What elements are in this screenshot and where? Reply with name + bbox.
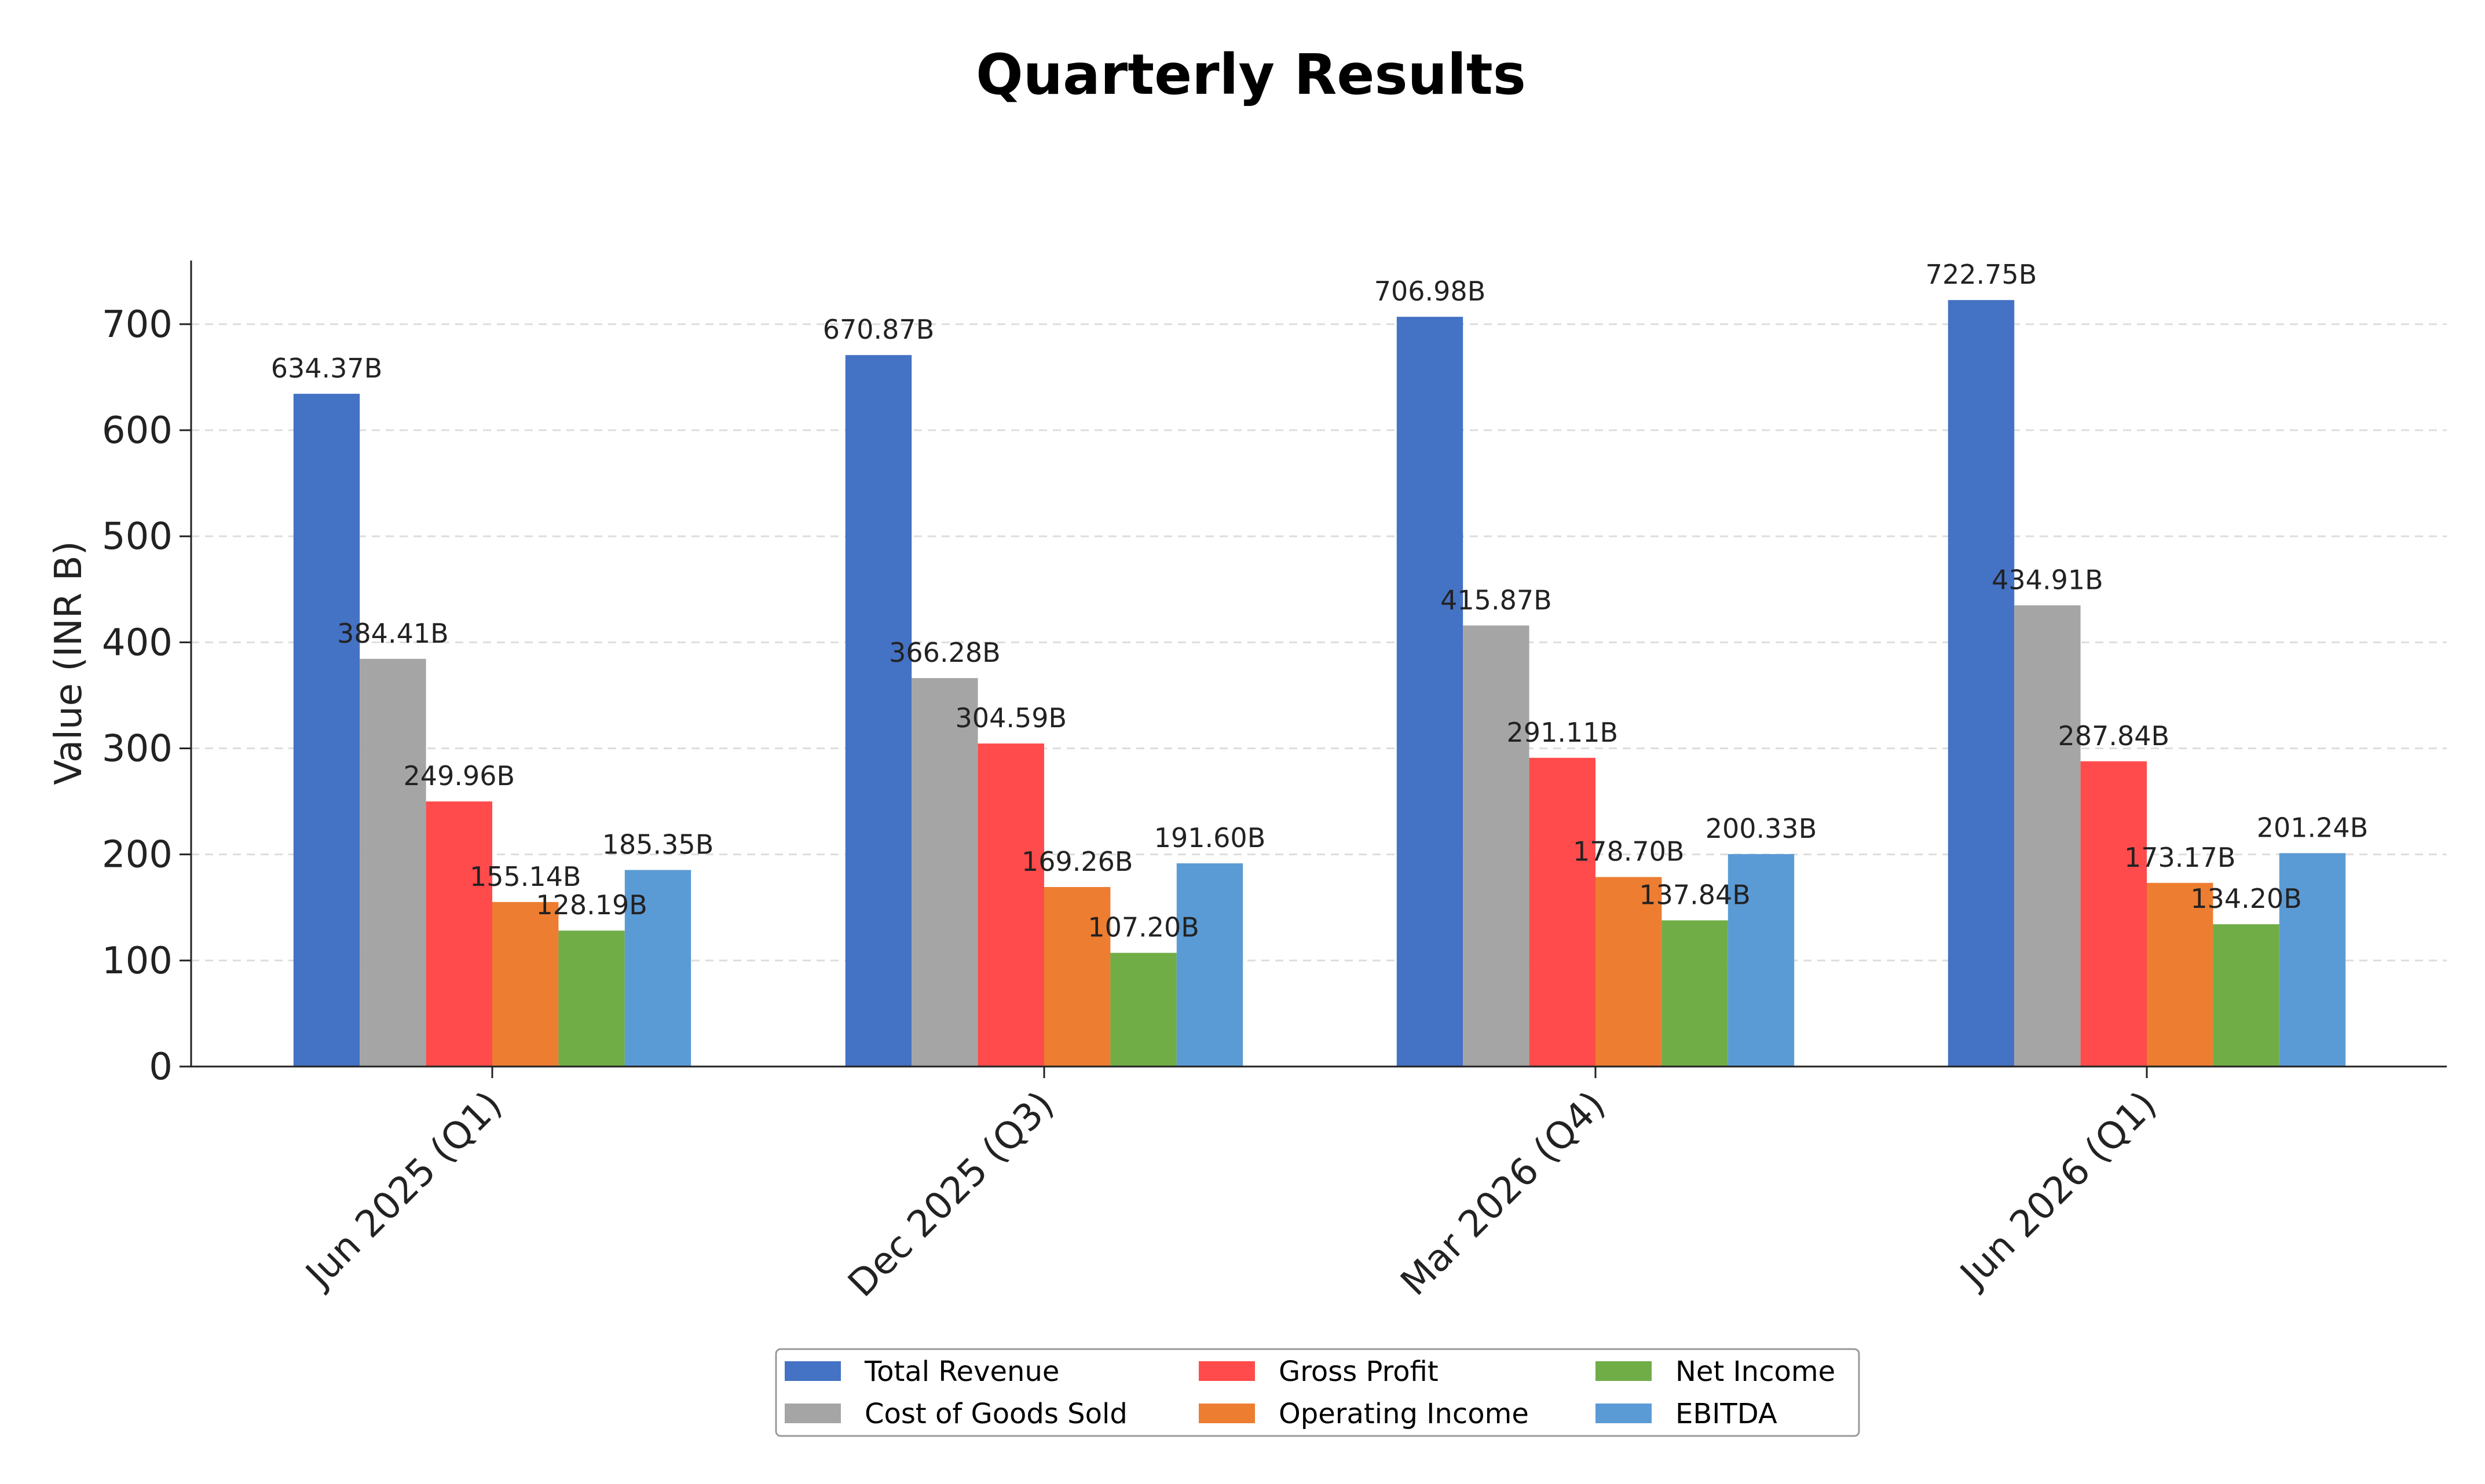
bar bbox=[2147, 882, 2213, 1067]
legend-label: Cost of Goods Sold bbox=[865, 1398, 1128, 1430]
x-tick-label: Jun 2026 (Q1) bbox=[1951, 1083, 2165, 1298]
x-tick-label: Jun 2025 (Q1) bbox=[297, 1083, 511, 1298]
bar bbox=[845, 355, 912, 1067]
data-label: 287.84B bbox=[2058, 720, 2170, 752]
bar bbox=[1463, 625, 1529, 1067]
y-axis-label: Value (INR B) bbox=[47, 541, 90, 785]
bars bbox=[293, 300, 2346, 1067]
data-label: 201.24B bbox=[2257, 812, 2369, 843]
x-tick-label: Mar 2026 (Q4) bbox=[1393, 1083, 1613, 1304]
legend-swatch bbox=[785, 1404, 841, 1423]
bar bbox=[492, 902, 559, 1067]
data-labels: 634.37B 670.87B 706.98B 722.75B 384.41B 366.2… bbox=[271, 259, 2369, 943]
y-tick-label: 400 bbox=[102, 621, 173, 664]
x-tick-label: Dec 2025 (Q3) bbox=[840, 1083, 1063, 1306]
data-label: 366.28B bbox=[889, 637, 1001, 668]
data-label: 128.19B bbox=[536, 889, 647, 921]
bar bbox=[1396, 317, 1463, 1067]
data-label: 169.26B bbox=[1022, 846, 1133, 877]
legend-swatch bbox=[1199, 1361, 1255, 1381]
legend-label: Operating Income bbox=[1279, 1398, 1529, 1430]
legend-label: Net Income bbox=[1675, 1355, 1835, 1388]
data-label: 185.35B bbox=[602, 829, 714, 860]
legend-label: EBITDA bbox=[1675, 1398, 1777, 1430]
bar bbox=[624, 870, 691, 1067]
bar bbox=[1529, 757, 1595, 1067]
bar bbox=[558, 930, 625, 1067]
y-tick-label: 200 bbox=[102, 834, 173, 877]
y-ticks: 0 100 200 300 400 500 600 700 bbox=[102, 303, 191, 1089]
y-tick-label: 600 bbox=[102, 409, 173, 452]
bar bbox=[1176, 863, 1243, 1067]
data-label: 137.84B bbox=[1639, 880, 1751, 911]
bar bbox=[426, 801, 492, 1067]
bar bbox=[2279, 853, 2346, 1067]
bar bbox=[1044, 886, 1111, 1067]
y-tick-label: 100 bbox=[102, 940, 173, 983]
data-label: 249.96B bbox=[404, 760, 515, 792]
data-label: 634.37B bbox=[271, 353, 383, 384]
legend-swatch bbox=[1199, 1404, 1255, 1423]
bar bbox=[1728, 854, 1795, 1067]
bar bbox=[1110, 952, 1177, 1067]
y-tick-label: 500 bbox=[102, 515, 173, 558]
y-gridlines bbox=[191, 323, 2447, 962]
bar bbox=[293, 394, 360, 1067]
legend-label: Total Revenue bbox=[864, 1355, 1059, 1388]
legend-label: Gross Profit bbox=[1279, 1355, 1439, 1388]
chart-title: Quarterly Results bbox=[976, 42, 1526, 107]
y-tick-label: 0 bbox=[149, 1046, 173, 1089]
legend-swatch bbox=[1595, 1404, 1652, 1423]
bar bbox=[912, 678, 978, 1067]
bar bbox=[2014, 605, 2081, 1067]
legend: Total Revenue Cost of Goods Sold Gross Pro… bbox=[775, 1348, 1860, 1437]
y-tick-label: 700 bbox=[102, 303, 173, 346]
data-label: 670.87B bbox=[823, 314, 935, 345]
data-label: 384.41B bbox=[337, 618, 449, 649]
legend-swatch bbox=[1595, 1361, 1652, 1381]
data-label: 134.20B bbox=[2190, 883, 2302, 914]
axes bbox=[190, 261, 2447, 1068]
data-label: 706.98B bbox=[1374, 276, 1486, 307]
data-label: 191.60B bbox=[1154, 822, 1266, 853]
bar bbox=[360, 658, 426, 1067]
data-label: 415.87B bbox=[1440, 584, 1552, 615]
bar bbox=[1661, 920, 1728, 1067]
data-label: 304.59B bbox=[956, 702, 1067, 734]
x-ticks: Jun 2025 (Q1) Dec 2025 (Q3) Mar 2026 (Q4) J… bbox=[297, 1067, 2165, 1306]
legend-swatch bbox=[785, 1361, 841, 1381]
bar bbox=[1948, 300, 2015, 1067]
bar bbox=[978, 743, 1044, 1067]
data-label: 200.33B bbox=[1706, 813, 1817, 844]
data-label: 155.14B bbox=[470, 861, 581, 892]
y-tick-label: 300 bbox=[102, 728, 173, 771]
bar bbox=[2213, 924, 2279, 1067]
data-label: 722.75B bbox=[1926, 259, 2037, 290]
data-label: 173.17B bbox=[2124, 842, 2236, 873]
legend-box bbox=[775, 1348, 1860, 1437]
bar bbox=[1595, 877, 1662, 1067]
data-label: 434.91B bbox=[1992, 564, 2103, 595]
data-label: 107.20B bbox=[1088, 912, 1199, 943]
data-label: 178.70B bbox=[1573, 836, 1685, 867]
data-label: 291.11B bbox=[1507, 717, 1619, 748]
bar bbox=[2080, 761, 2147, 1067]
